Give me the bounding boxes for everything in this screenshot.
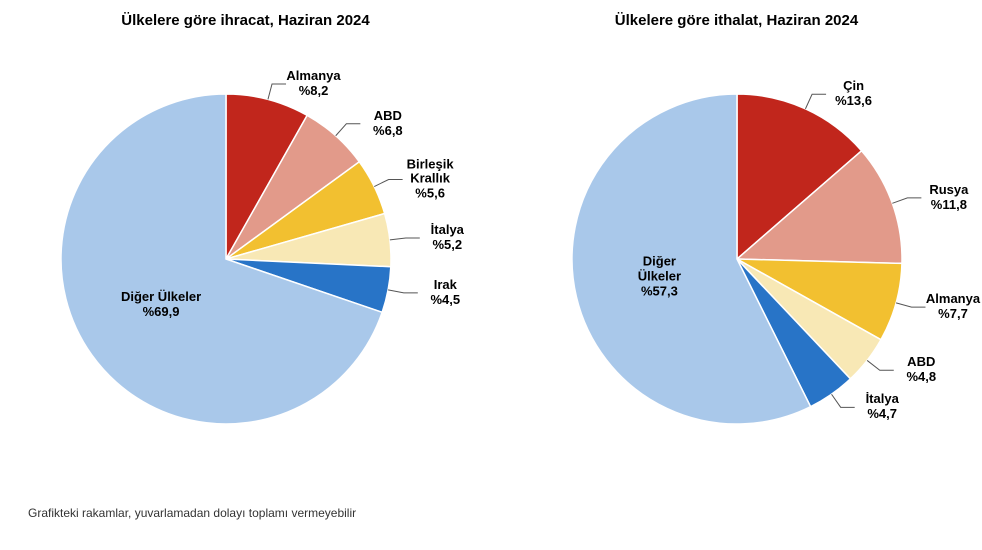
slice-label: İtalya%4,7 xyxy=(866,392,899,422)
slice-label: İtalya%5,2 xyxy=(431,223,464,253)
export-chart-cell: Ülkelere göre ihracat, Haziran 2024 Alma… xyxy=(11,12,481,459)
slice-label: Çin%13,6 xyxy=(835,79,872,109)
slice-label: DiğerÜlkeler%57,3 xyxy=(638,255,681,300)
slice-label: Almanya%7,7 xyxy=(926,292,980,322)
charts-row: Ülkelere göre ihracat, Haziran 2024 Alma… xyxy=(0,0,982,459)
slice-label: Diğer Ülkeler%69,9 xyxy=(121,290,201,320)
chart-footnote: Grafikteki rakamlar, yuvarlamadan dolayı… xyxy=(28,506,356,520)
slice-label: ABD%6,8 xyxy=(373,109,403,139)
import-chart-cell: Ülkelere göre ithalat, Haziran 2024 Çin%… xyxy=(502,12,972,459)
import-chart-title: Ülkelere göre ithalat, Haziran 2024 xyxy=(615,12,858,29)
slice-label: Irak%4,5 xyxy=(430,278,460,308)
slice-label: Almanya%8,2 xyxy=(286,69,340,99)
export-pie-chart: Almanya%8,2ABD%6,8BirleşikKrallık%5,6İta… xyxy=(36,59,456,459)
slice-label: BirleşikKrallık%5,6 xyxy=(407,157,454,202)
slice-label: ABD%4,8 xyxy=(906,355,936,385)
import-pie-chart: Çin%13,6Rusya%11,8Almanya%7,7ABD%4,8İtal… xyxy=(527,59,947,459)
export-chart-title: Ülkelere göre ihracat, Haziran 2024 xyxy=(121,12,369,29)
slice-label: Rusya%11,8 xyxy=(929,183,968,213)
